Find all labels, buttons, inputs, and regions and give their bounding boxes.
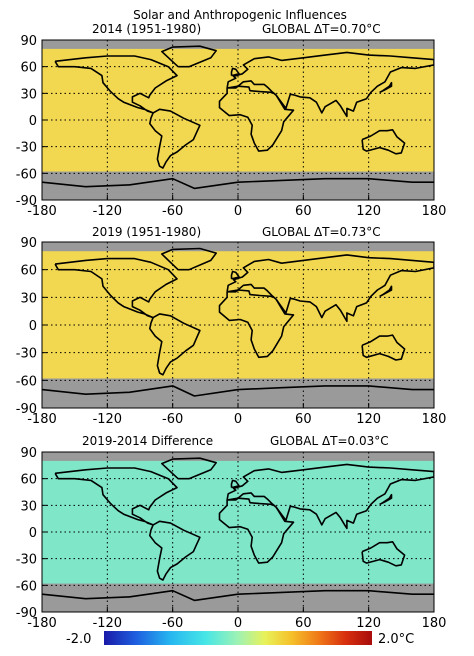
lon-tick-label: 120 (356, 412, 381, 427)
lon-tick-label: 0 (234, 616, 242, 631)
no-data-band (42, 452, 434, 461)
map-panel-2019: 2019 (1951-1980) GLOBAL ΔT=0.73°C 90 60 30… (16, 225, 447, 427)
coastline (230, 67, 240, 77)
lat-tick-label: -30 (16, 347, 37, 362)
lon-tick-label: -60 (162, 204, 183, 219)
lon-tick-label: 180 (422, 204, 447, 219)
gridlines (42, 242, 434, 408)
coastline (226, 254, 434, 323)
lon-tick-label: -180 (27, 616, 57, 631)
lat-tick-label: -90 (16, 606, 37, 621)
lon-tick-label: 60 (295, 616, 312, 631)
lat-tick-label: -60 (16, 167, 37, 182)
lon-tick-label: -60 (162, 616, 183, 631)
panel-global-value: GLOBAL ΔT=0.70°C (262, 22, 381, 36)
map-panel-difference: 2019-2014 Difference GLOBAL ΔT=0.03°C 90… (16, 434, 447, 631)
lon-tick-label: 180 (422, 616, 447, 631)
coastline (161, 45, 217, 68)
lon-tick-label: 180 (422, 412, 447, 427)
colorbar-gradient (104, 631, 372, 645)
lat-tick-label: -30 (16, 141, 37, 156)
coastline (149, 313, 201, 376)
coastline (379, 285, 393, 298)
lat-tick-label: 90 (20, 446, 37, 461)
colorbar-max-label: 2.0°C (378, 632, 414, 647)
coastline (379, 493, 393, 506)
lat-tick-label: 0 (29, 319, 37, 334)
lon-tick-label: -180 (27, 412, 57, 427)
coastline (161, 457, 217, 480)
lat-tick-label: -90 (16, 194, 37, 209)
lon-tick-label: 0 (234, 204, 242, 219)
coastline (54, 55, 178, 114)
lat-tick-label: 60 (20, 61, 37, 76)
lat-tick-label: 30 (20, 499, 37, 514)
colorbar: -2.0 2.0°C (66, 631, 414, 647)
coastline (379, 81, 393, 94)
lon-tick-label: 120 (356, 204, 381, 219)
coastline (218, 497, 295, 564)
lon-tick-label: 60 (295, 204, 312, 219)
panel-global-value: GLOBAL ΔT=0.73°C (262, 225, 381, 239)
coastline (149, 108, 201, 169)
coastline (230, 479, 240, 489)
lat-tick-label: 60 (20, 473, 37, 488)
coastline (361, 129, 406, 155)
coastline (54, 467, 178, 526)
figure-title: Solar and Anthropogenic Influences (133, 8, 347, 22)
lat-tick-label: 0 (29, 114, 37, 129)
coastline (42, 589, 434, 602)
panel-label: 2014 (1951-1980) (92, 22, 201, 36)
axis-ticks: 90 60 30 0 -30 -60 -90-180 -120 -60 0 60 120 180 (16, 236, 447, 427)
lat-tick-label: 30 (20, 291, 37, 306)
map-panel-2014: 2014 (1951-1980) GLOBAL ΔT=0.70°C 90 60 30… (16, 22, 447, 219)
lat-tick-label: -60 (16, 579, 37, 594)
lat-tick-label: -60 (16, 374, 37, 389)
lat-tick-label: 0 (29, 526, 37, 541)
axis-ticks: 90 60 30 0 -30 -60 -90-180 -120 -60 0 60 120 180 (16, 34, 447, 219)
lon-tick-label: 120 (356, 616, 381, 631)
no-data-band (42, 40, 434, 49)
coastline (361, 334, 406, 361)
lon-tick-label: -180 (27, 204, 57, 219)
lon-tick-label: -120 (93, 204, 123, 219)
lat-tick-label: -90 (16, 402, 37, 417)
lat-tick-label: 60 (20, 264, 37, 279)
coastline (149, 520, 201, 581)
lon-tick-label: 0 (234, 412, 242, 427)
coastline (218, 289, 295, 359)
panel-label: 2019-2014 Difference (82, 434, 213, 448)
colorbar-min-label: -2.0 (66, 632, 91, 647)
coastline (226, 51, 434, 118)
coastline (54, 257, 178, 319)
lon-tick-label: -60 (162, 412, 183, 427)
axis-ticks: 90 60 30 0 -30 -60 -90-180 -120 -60 0 60 120 180 (16, 446, 447, 631)
coastlines (42, 457, 434, 602)
lon-tick-label: -120 (93, 412, 123, 427)
coastline (361, 541, 406, 567)
lon-tick-label: -120 (93, 616, 123, 631)
panel-global-value: GLOBAL ΔT=0.03°C (270, 434, 389, 448)
lat-tick-label: -30 (16, 553, 37, 568)
lat-tick-label: 90 (20, 236, 37, 251)
coastline (161, 247, 217, 271)
coastline (226, 463, 434, 530)
coastline (42, 385, 434, 397)
lat-tick-label: 90 (20, 34, 37, 49)
coastline (42, 177, 434, 190)
coastline (230, 270, 240, 280)
lon-tick-label: 60 (295, 412, 312, 427)
lat-tick-label: 30 (20, 87, 37, 102)
coastline (218, 85, 295, 152)
panel-label: 2019 (1951-1980) (92, 225, 201, 239)
coastlines (42, 247, 434, 397)
coastlines (42, 45, 434, 190)
